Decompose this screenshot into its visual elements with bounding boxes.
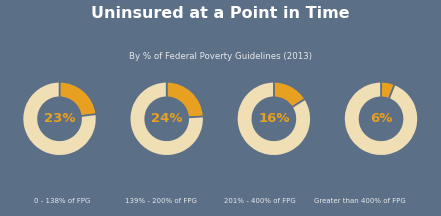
- Wedge shape: [381, 82, 395, 99]
- Text: 139% - 200% of FPG: 139% - 200% of FPG: [125, 198, 197, 204]
- Text: 24%: 24%: [151, 112, 183, 125]
- Text: 0 - 138% of FPG: 0 - 138% of FPG: [34, 198, 90, 204]
- Text: 16%: 16%: [258, 112, 290, 125]
- Wedge shape: [167, 82, 204, 118]
- Wedge shape: [60, 82, 96, 116]
- Wedge shape: [130, 82, 204, 156]
- Text: Greater than 400% of FPG: Greater than 400% of FPG: [314, 198, 405, 204]
- Wedge shape: [274, 82, 305, 107]
- Wedge shape: [344, 82, 418, 156]
- Text: 23%: 23%: [44, 112, 75, 125]
- Text: By % of Federal Poverty Guidelines (2013): By % of Federal Poverty Guidelines (2013…: [129, 52, 312, 61]
- Text: Uninsured at a Point in Time: Uninsured at a Point in Time: [91, 6, 350, 21]
- Text: 6%: 6%: [370, 112, 392, 125]
- Text: 201% - 400% of FPG: 201% - 400% of FPG: [224, 198, 296, 204]
- Wedge shape: [22, 82, 97, 156]
- Wedge shape: [237, 82, 311, 156]
